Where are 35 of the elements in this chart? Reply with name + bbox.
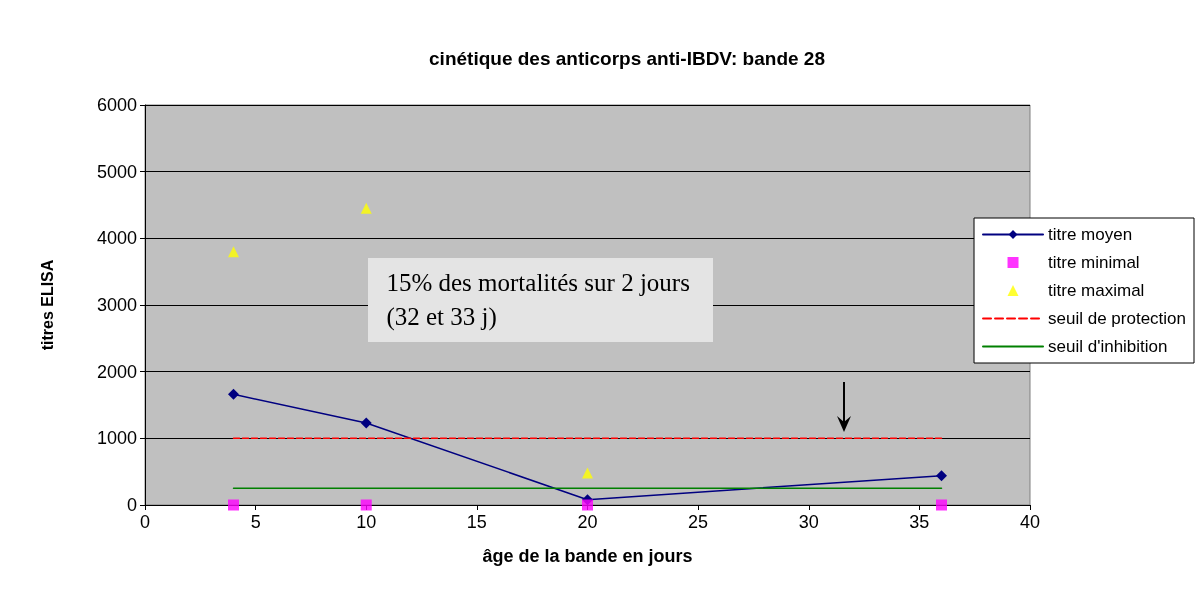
point	[360, 417, 372, 429]
y-tick-label: 1000	[96, 428, 137, 449]
legend-label: titre maximal	[1048, 281, 1145, 300]
point	[360, 499, 372, 511]
chart-title: cinétique des anticorps anti-IBDV: bande 28	[429, 48, 825, 69]
x-tick-label: 40	[1019, 512, 1041, 532]
point	[936, 499, 947, 511]
x-tick-label: 15	[466, 512, 487, 532]
point	[582, 467, 593, 479]
legend-label: seuil de protection	[1048, 309, 1187, 328]
x-tick-label: 0	[139, 512, 151, 532]
legend-label: seuil d'inhibition	[1048, 337, 1168, 356]
legend-label: titre moyen	[1048, 225, 1133, 244]
x-tick-label: 30	[798, 512, 819, 532]
point	[582, 499, 593, 511]
y-tick-label: 3000	[96, 295, 137, 315]
point	[228, 388, 239, 400]
point	[360, 202, 372, 214]
legend-label: titre minimal	[1048, 253, 1140, 272]
point	[936, 470, 947, 482]
annotation: 15% des mortalités sur 2 jours (32 et 33 j)	[368, 258, 714, 343]
x-tick-label: 20	[577, 512, 598, 532]
point	[228, 246, 239, 258]
x-tick-label: 35	[909, 512, 930, 532]
point	[228, 499, 239, 511]
y-axis-title: titres ELISA	[38, 259, 56, 351]
x-tick-label: 5	[250, 512, 261, 532]
y-tick-label: 0	[126, 495, 137, 515]
x-axis-title: âge de la bande en jours	[482, 546, 693, 566]
y-tick-label: 2000	[96, 361, 137, 382]
x-tick-label: 10	[356, 512, 377, 532]
y-tick-label: 6000	[96, 95, 137, 115]
x-tick-label: 25	[688, 512, 709, 532]
y-tick-label: 5000	[96, 161, 137, 182]
y-tick-label: 4000	[96, 228, 137, 249]
